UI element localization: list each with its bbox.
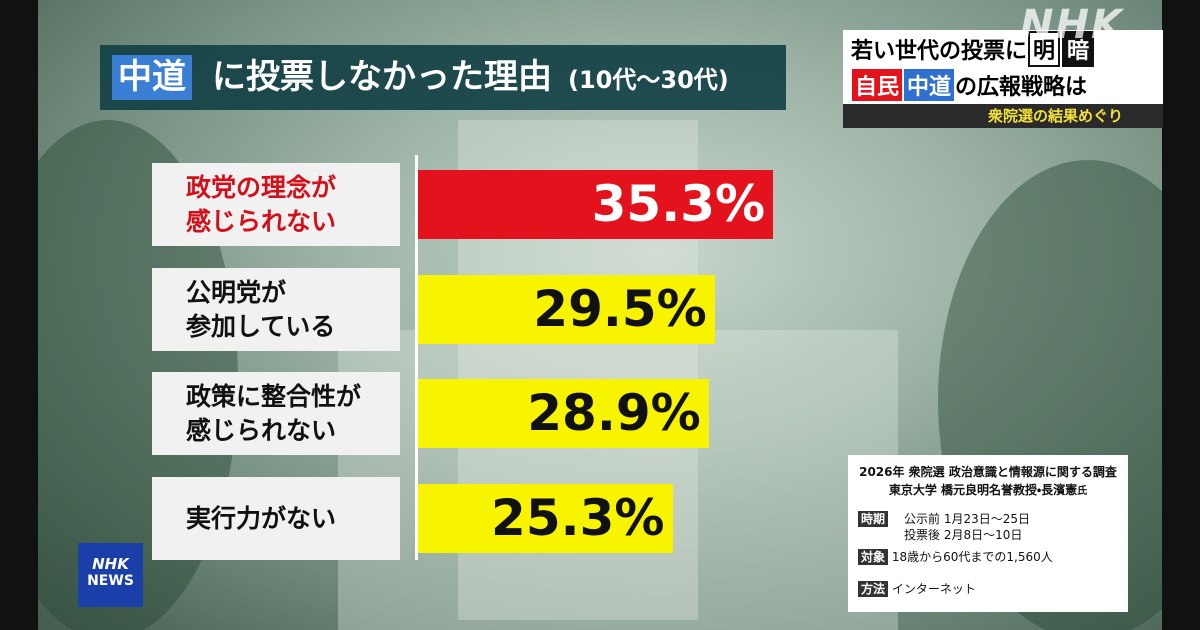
party-tag: 中道 <box>904 69 955 101</box>
honorific: 氏 <box>1077 486 1088 497</box>
period-after: 投票後 2月8日～10日 <box>904 528 1023 542</box>
target-row: 対象 18歳から60代までの1,560人 <box>858 548 1053 565</box>
author: 東京大学 橋元良明名誉教授・長濱憲 <box>888 483 1078 497</box>
period-row: 時期 公示前 1月23日～25日 投票後 2月8日～10日 <box>858 510 1030 542</box>
method-label: 方法 <box>858 581 889 597</box>
source-title: 2026年 衆院選 政治意識と情報源に関する調査 <box>859 465 1117 479</box>
method: インターネット <box>891 582 976 596</box>
title-bar: 中道 に投票しなかった理由 (10代〜30代) <box>100 45 786 110</box>
title: に投票しなかった理由 <box>212 57 552 97</box>
logo-text: NEWS <box>87 573 134 589</box>
topic-line-1: 若い世代の投票に 明 暗 <box>851 31 1095 67</box>
value-label: 35.3% <box>591 175 766 233</box>
target: 18歳から60代までの1,560人 <box>891 550 1053 564</box>
title-sub: (10代〜30代) <box>568 66 729 94</box>
category-label: 実行力がない <box>152 477 400 560</box>
topic-dark: 暗 <box>1062 31 1095 67</box>
topic-text: の広報戦略は <box>955 75 1088 100</box>
bar <box>418 275 715 344</box>
value-label: 28.9% <box>527 384 701 442</box>
bar <box>418 484 673 553</box>
category-label: 政策に整合性が 感じられない <box>152 372 400 455</box>
building-body <box>338 330 898 630</box>
source-box: 2026年 衆院選 政治意識と情報源に関する調査 東京大学 橋元良明名誉教授・長… <box>848 455 1128 612</box>
bar <box>418 170 774 239</box>
title-highlight: 中道 <box>112 55 192 100</box>
category-label: 公明党が 参加している <box>152 268 400 351</box>
axis-line <box>415 155 418 560</box>
party-tag: 自民 <box>852 69 903 101</box>
value-label: 29.5% <box>533 280 707 338</box>
period-label: 時期 <box>858 511 889 527</box>
logo-text: NHK <box>92 555 129 573</box>
bar <box>418 379 709 448</box>
topic-bright: 明 <box>1028 31 1061 67</box>
topic-box: 若い世代の投票に 明 暗 自民 中道 の広報戦略は 衆院選の結果めぐり <box>843 30 1163 128</box>
nhk-logo: NHK <box>1020 2 1124 48</box>
target-label: 対象 <box>858 549 889 565</box>
topic-line-2: 自民 中道 の広報戦略は <box>851 68 1087 102</box>
value-label: 25.3% <box>491 489 665 547</box>
period-before: 公示前 1月23日～25日 <box>904 512 1030 526</box>
category-label: 政党の理念が 感じられない <box>152 163 400 246</box>
topic-text: 若い世代の投票に <box>851 39 1028 64</box>
topic-subtitle: 衆院選の結果めぐり <box>843 104 1163 128</box>
nhk-news-logo: NHK NEWS <box>78 543 143 607</box>
source-author: 東京大学 橋元良明名誉教授・長濱憲氏 <box>848 481 1128 498</box>
method-row: 方法 インターネット <box>858 580 976 597</box>
